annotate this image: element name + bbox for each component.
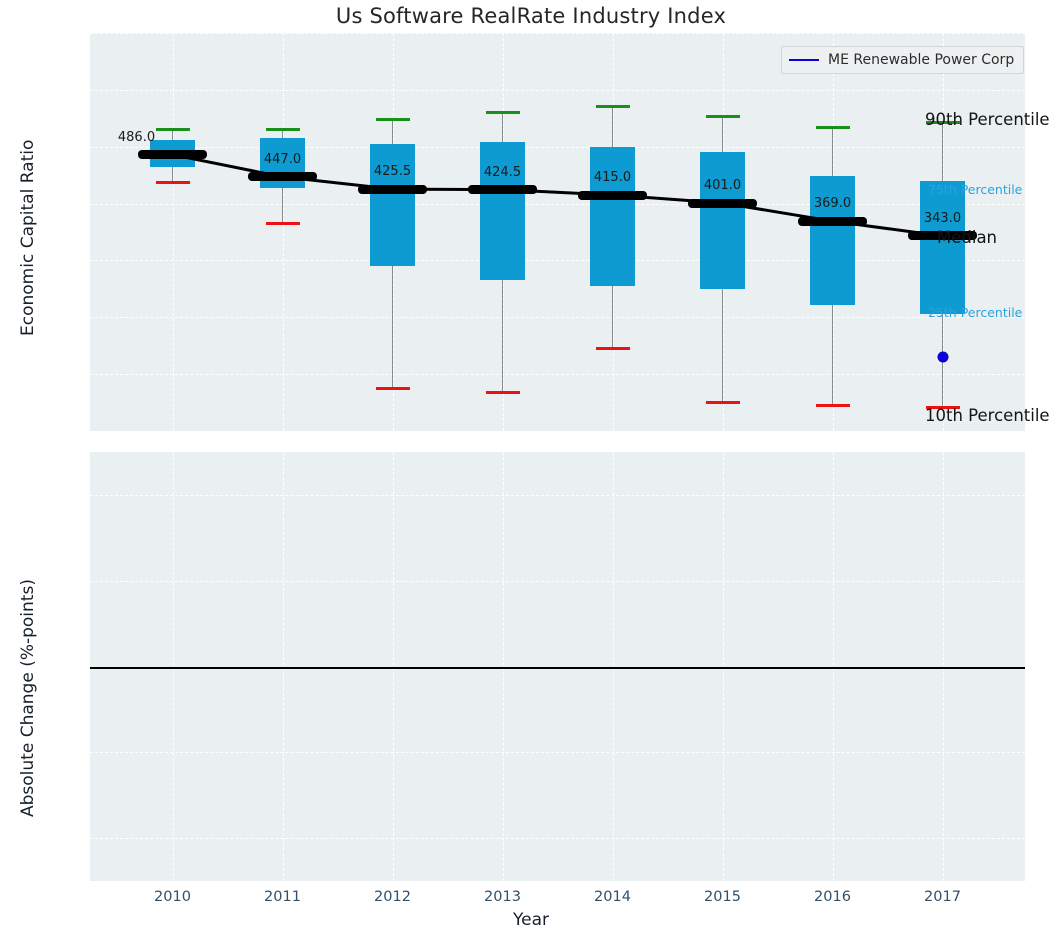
- gridline-horizontal: [90, 752, 1025, 754]
- median-value-label: 486.0: [117, 129, 156, 145]
- gridline-horizontal: [90, 33, 1025, 34]
- median-bar: [358, 184, 427, 194]
- x-axis-tick: 2013: [484, 889, 521, 905]
- x-axis-tick: 2015: [704, 889, 741, 905]
- gridline-horizontal: [90, 838, 1025, 840]
- median-value-label: 425.5: [373, 164, 412, 180]
- cap-10th: [375, 386, 410, 390]
- cap-90th: [155, 127, 190, 131]
- gridline-vertical: [172, 33, 174, 431]
- gridline-horizontal: [90, 494, 1025, 496]
- company-data-point[interactable]: [937, 351, 948, 363]
- median-value-label: 401.0: [703, 178, 742, 193]
- y-axis-label-bottom: Absolute Change (%-points): [18, 579, 38, 817]
- zero-reference-line: [90, 666, 1025, 669]
- cap-90th: [815, 125, 850, 129]
- median-bar: [248, 172, 317, 182]
- median-value-label: 447.0: [263, 151, 302, 167]
- median-value-label: 424.5: [483, 164, 522, 180]
- cap-10th: [705, 401, 740, 405]
- gridline-horizontal: [90, 580, 1025, 582]
- cap-90th: [925, 120, 960, 124]
- gridline-horizontal: [90, 374, 1025, 376]
- upper-plot-panel: [90, 33, 1025, 431]
- median-bar: [578, 190, 647, 200]
- legend-label: ME Renewable Power Corp: [828, 52, 1015, 68]
- median-value-label: 369.0: [813, 196, 852, 212]
- x-axis-label: Year: [513, 910, 549, 930]
- page-title: Us Software RealRate Industry Index: [335, 4, 727, 28]
- gridline-horizontal: [90, 260, 1025, 262]
- median-value-label: 415.0: [593, 170, 632, 186]
- interquartile-box: [920, 180, 965, 315]
- cap-90th: [485, 110, 520, 114]
- gridline-vertical: [282, 33, 284, 431]
- cap-10th: [265, 221, 300, 225]
- annotation-median: Median: [937, 228, 998, 247]
- cap-10th: [925, 405, 960, 409]
- median-bar: [138, 150, 207, 160]
- legend[interactable]: ME Renewable Power Corp: [781, 46, 1025, 74]
- interquartile-box: [480, 142, 525, 281]
- interquartile-box: [370, 143, 415, 267]
- legend-line-icon: [789, 59, 819, 61]
- cap-90th: [595, 105, 630, 109]
- cap-10th: [485, 391, 520, 395]
- cap-10th: [155, 180, 190, 184]
- annotation-75th-percentile: 75th Percentile: [928, 182, 1023, 197]
- cap-10th: [815, 403, 850, 407]
- median-value-label: 343.0: [923, 210, 962, 226]
- median-bar: [798, 216, 867, 226]
- cap-90th: [705, 114, 740, 118]
- gridline-horizontal: [90, 146, 1025, 148]
- interquartile-box: [700, 152, 745, 289]
- annotation-25th-percentile: 25th Percentile: [928, 305, 1023, 320]
- x-axis-tick: 2011: [264, 889, 301, 905]
- x-axis-tick: 2012: [374, 889, 411, 905]
- cap-90th: [375, 118, 410, 122]
- median-bar: [468, 185, 537, 195]
- gridline-horizontal: [90, 89, 1025, 91]
- annotation-10th-percentile: 10th Percentile: [925, 406, 1050, 425]
- y-axis-label-top: Economic Capital Ratio: [18, 139, 38, 336]
- cap-90th: [265, 127, 300, 131]
- annotation-90th-percentile: 90th Percentile: [925, 110, 1050, 129]
- interquartile-box: [590, 146, 635, 286]
- x-axis-tick: 2017: [924, 889, 961, 905]
- cap-10th: [595, 346, 630, 350]
- x-axis-tick: 2016: [814, 889, 851, 905]
- x-axis-tick: 2014: [594, 889, 631, 905]
- gridline-horizontal: [90, 203, 1025, 205]
- gridline-horizontal: [90, 317, 1025, 319]
- gridline-horizontal: [90, 431, 1025, 432]
- x-axis-tick: 2010: [154, 889, 191, 905]
- median-bar: [688, 198, 757, 208]
